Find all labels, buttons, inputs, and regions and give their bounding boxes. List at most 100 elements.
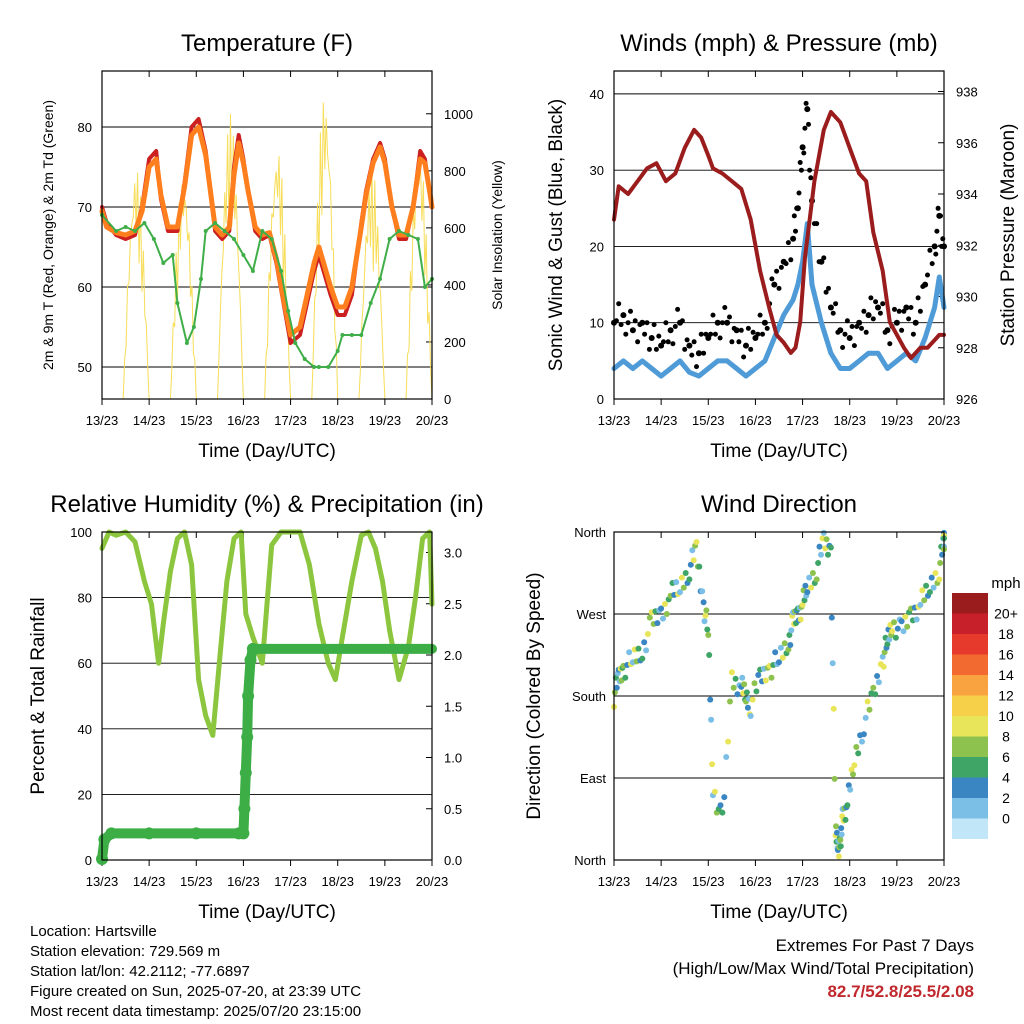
- direction-point: [864, 698, 871, 705]
- gust-point: [646, 346, 652, 352]
- gust-point: [719, 320, 725, 326]
- y2-tick-label: 2.5: [444, 597, 462, 612]
- direction-point: [837, 843, 844, 850]
- direction-point: [850, 771, 856, 778]
- direction-point: [932, 570, 939, 576]
- gust-point: [679, 318, 685, 324]
- direction-point: [785, 646, 792, 653]
- gust-point: [882, 329, 888, 335]
- gust-point: [915, 295, 921, 301]
- legend-label: 4: [1002, 770, 1010, 786]
- direction-point: [696, 563, 703, 570]
- y2-tick-label: 800: [444, 164, 466, 179]
- precip-point: [242, 690, 255, 702]
- direction-point: [937, 560, 944, 566]
- direction-point: [689, 547, 696, 554]
- gust-point: [632, 318, 638, 324]
- gust-point: [823, 289, 829, 295]
- y2-axis-label: Station Pressure (Maroon): [998, 124, 1019, 347]
- direction-point: [660, 615, 666, 622]
- gust-point: [625, 320, 631, 326]
- gust-point: [821, 255, 827, 261]
- gust-point: [797, 160, 803, 165]
- y2-tick-label: 936: [956, 136, 978, 151]
- dewpoint-point: [260, 229, 265, 233]
- gust-point: [750, 329, 756, 335]
- x-tick-label: 15/23: [692, 413, 725, 428]
- panel-1: Temperature (F) Time (Day/UTC) 13/23 14/23 1…: [40, 30, 505, 462]
- gust-point: [743, 342, 749, 349]
- direction-point: [701, 618, 708, 625]
- gust-point: [653, 346, 659, 352]
- gust-point: [802, 125, 808, 131]
- y-tick-label: 40: [590, 87, 604, 102]
- direction-point: [788, 627, 795, 634]
- direction-point: [751, 680, 758, 687]
- gust-point: [738, 327, 744, 333]
- legend-label: 6: [1002, 749, 1010, 765]
- legend-swatch: [952, 798, 988, 819]
- y-tick-label: 60: [78, 280, 92, 295]
- gust-point: [842, 331, 848, 337]
- direction-point: [768, 674, 775, 681]
- direction-point: [936, 576, 943, 583]
- y-tick-label: West: [577, 607, 607, 622]
- dewpoint-point: [326, 365, 331, 369]
- chart-title: Relative Humidity (%) & Precipitation (i…: [50, 491, 483, 518]
- gust-point: [859, 325, 864, 331]
- direction-point: [749, 696, 756, 703]
- x-tick-label: 19/23: [881, 874, 914, 889]
- direction-point: [886, 636, 893, 643]
- legend-swatch: [952, 613, 988, 634]
- legend-swatch: [952, 634, 988, 655]
- direction-point: [755, 672, 762, 678]
- legend-label: 0: [1002, 811, 1010, 827]
- gust-point: [616, 301, 622, 307]
- gust-point: [764, 325, 770, 331]
- x-tick-label: 13/23: [86, 874, 119, 889]
- y2-tick-label: 926: [956, 392, 978, 407]
- dewpoint-point: [241, 253, 246, 257]
- gust-point: [901, 308, 907, 314]
- x-tick-label: 14/23: [645, 413, 678, 428]
- direction-point: [930, 584, 937, 591]
- direction-point: [827, 544, 834, 551]
- x-tick-label: 17/23: [786, 413, 819, 428]
- legend-swatch: [952, 593, 988, 614]
- y-tick-label: 0: [597, 392, 604, 407]
- gust-point: [814, 221, 820, 227]
- direction-point: [809, 570, 816, 576]
- dewpoint-point: [151, 237, 156, 241]
- y2-tick-label: 0: [444, 392, 451, 407]
- gust-point: [851, 343, 857, 349]
- x-tick-label: 16/23: [227, 413, 260, 428]
- gust-point: [861, 308, 867, 314]
- legend-label: 20+: [994, 606, 1018, 622]
- gust-point: [893, 319, 900, 326]
- x-tick-label: 16/23: [739, 874, 772, 889]
- gust-point: [929, 261, 935, 267]
- gust-point: [672, 324, 678, 329]
- direction-point: [725, 738, 732, 745]
- gust-point: [827, 304, 834, 311]
- x-axis-label: Time (Day/UTC): [710, 902, 848, 923]
- direction-point: [700, 599, 707, 606]
- direction-point: [828, 614, 835, 621]
- direction-point: [641, 639, 648, 646]
- direction-point: [881, 649, 888, 656]
- y-tick-label: 80: [78, 591, 92, 606]
- y2-tick-label: 930: [956, 290, 978, 305]
- direction-point: [820, 529, 827, 536]
- recent-text: Most recent data timestamp: 2025/07/20 2…: [30, 1003, 362, 1020]
- x-axis-label: Time (Day/UTC): [198, 902, 336, 923]
- x-tick-label: 13/23: [598, 874, 631, 889]
- direction-point: [884, 641, 891, 648]
- gust-point: [799, 144, 806, 151]
- gust-point: [788, 257, 794, 263]
- gust-point: [906, 316, 912, 322]
- direction-point: [851, 762, 858, 769]
- dewpoint-point: [302, 357, 307, 361]
- gust-point: [701, 350, 707, 356]
- legend-swatch: [952, 757, 988, 778]
- gust-point: [804, 106, 811, 113]
